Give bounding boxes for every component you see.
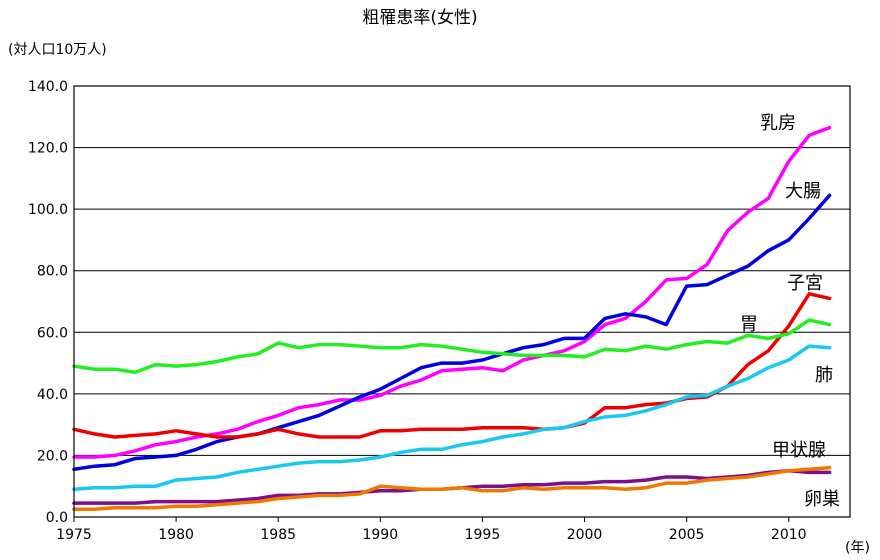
x-tick-labels: 1975 1980 1985 1990 1995 2000 2005 2010 bbox=[56, 517, 807, 543]
plot-area-frame bbox=[73, 85, 851, 518]
y-tick-label: 140.0 bbox=[28, 79, 68, 95]
y-axis-label: (対人口10万人) bbox=[8, 42, 107, 58]
series-line-1 bbox=[72, 193, 832, 472]
series-line-4 bbox=[72, 344, 832, 492]
series-label-5: 甲状腺 bbox=[772, 440, 826, 461]
y-tick-label: 120.0 bbox=[28, 141, 68, 157]
gridlines bbox=[74, 147, 850, 456]
x-tick-label: 1975 bbox=[56, 527, 92, 543]
series-lines bbox=[72, 125, 832, 512]
series-label-6: 卵巣 bbox=[804, 489, 840, 510]
y-tick-label: 20.0 bbox=[37, 448, 68, 464]
x-tick-label: 1980 bbox=[158, 527, 194, 543]
x-tick-label: 2000 bbox=[567, 527, 603, 543]
x-tick-label: 2005 bbox=[669, 527, 705, 543]
series-label-1: 大腸 bbox=[785, 181, 821, 202]
series-line-3 bbox=[72, 318, 832, 375]
chart-title: 粗罹患率(女性) bbox=[362, 8, 477, 28]
x-tick-label: 1985 bbox=[260, 527, 296, 543]
y-tick-label: 100.0 bbox=[28, 202, 68, 218]
y-tick-label: 40.0 bbox=[37, 387, 68, 403]
x-axis-unit: (年) bbox=[845, 540, 870, 556]
series-line-0 bbox=[72, 125, 832, 459]
y-tick-label: 60.0 bbox=[37, 325, 68, 341]
series-label-4: 肺 bbox=[815, 365, 833, 386]
x-tick-label: 2010 bbox=[771, 527, 807, 543]
series-line-6 bbox=[72, 465, 832, 512]
y-tick-label: 0.0 bbox=[46, 510, 68, 526]
series-label-0: 乳房 bbox=[760, 113, 796, 134]
x-tick-label: 1990 bbox=[362, 527, 398, 543]
x-tick-label: 1995 bbox=[465, 527, 501, 543]
y-tick-label: 80.0 bbox=[37, 264, 68, 280]
series-label-3: 胃 bbox=[740, 314, 758, 335]
y-tick-labels: 0.0 20.0 40.0 60.0 80.0 100.0 120.0 140.0 bbox=[28, 79, 68, 526]
series-label-2: 子宮 bbox=[787, 273, 823, 294]
